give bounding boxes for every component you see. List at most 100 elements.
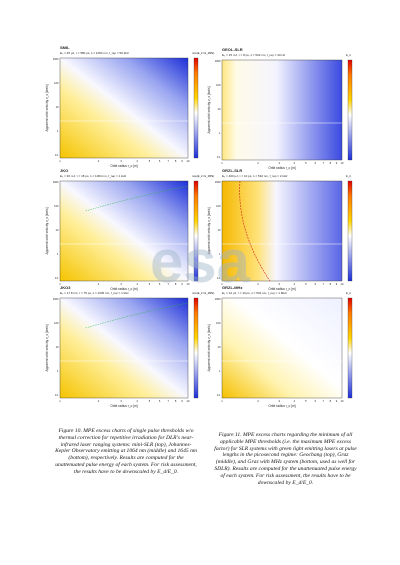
y-tick-label: 0.1	[55, 393, 59, 397]
figure-caption: Figure 11. MPE excess charts regarding t…	[214, 432, 357, 486]
heatmap	[221, 297, 343, 399]
threshold-line	[239, 180, 271, 282]
y-tick-label: 1000	[215, 180, 221, 184]
colorbar-label: max(E_d / E_MPE)	[192, 291, 214, 295]
x-axis-label: Orbit radius r_o [m]	[110, 287, 137, 291]
panel-title: GRZL-SLR	[222, 168, 242, 173]
y-axis-label: Apparent orbit velocity v_o [km/s]	[45, 207, 49, 254]
colorbar	[347, 59, 353, 161]
x-tick-label: 8	[175, 399, 177, 403]
x-tick-label: 6	[159, 159, 161, 163]
colorbar-label: max(E_d / E_MPE)	[192, 174, 214, 178]
x-tick-label: 2	[98, 399, 100, 403]
x-tick-label: 8	[175, 159, 177, 163]
x-tick-label: 5	[149, 282, 151, 286]
x-tick-label: 4	[294, 399, 296, 403]
x-tick-label: 6	[159, 399, 161, 403]
x-tick-label: 10	[341, 399, 344, 403]
y-tick-label: 1	[219, 131, 221, 135]
x-tick-label: 6	[159, 282, 161, 286]
y-tick-label: 0.1	[217, 393, 221, 397]
y-tick-label: 10	[218, 345, 221, 349]
x-tick-label: 7	[323, 399, 325, 403]
panel-title: JKO3	[60, 285, 71, 290]
y-tick-label: 100	[54, 321, 59, 325]
x-tick-label: 9	[336, 161, 338, 165]
x-tick-label: 4	[294, 282, 296, 286]
colorbar	[193, 297, 199, 399]
x-tick-label: 5	[305, 161, 307, 165]
y-tick-label: 1	[57, 129, 59, 133]
colorbar	[193, 57, 199, 159]
x-axis-label: Orbit radius r_o [m]	[268, 166, 295, 170]
panel-params: E₀ = 17.8 mJ, τ = 75 ps, λ = 1645 nm, f_…	[60, 291, 129, 295]
y-tick-label: 1	[219, 252, 221, 256]
x-tick-label: 8	[175, 282, 177, 286]
heatmap	[221, 59, 343, 161]
panel-params: E₀ = 30 mJ, τ = 18 ps, λ = 1064 nm, f_re…	[60, 174, 127, 178]
x-tick-label: 8	[330, 399, 332, 403]
x-tick-label: 3	[120, 399, 122, 403]
x-tick-label: 4	[136, 159, 138, 163]
y-tick-label: 100	[216, 321, 221, 325]
x-tick-label: 9	[336, 399, 338, 403]
colorbar	[347, 297, 353, 399]
panel-title: SMIL	[60, 45, 70, 50]
y-tick-label: 0.1	[55, 153, 59, 157]
panel-params: E₀ = 15 mJ, τ = 8 ps, λ = 532 nm, f_rep …	[222, 53, 286, 57]
y-tick-label: 1000	[53, 180, 59, 184]
x-tick-label: 4	[136, 399, 138, 403]
x-tick-label: 3	[279, 161, 281, 165]
x-tick-label: 7	[167, 399, 169, 403]
panel-title: JKO	[60, 168, 68, 173]
x-tick-label: 2	[257, 282, 259, 286]
figure-caption: Figure 10. MPE excess charts of single p…	[55, 428, 197, 475]
x-tick-label: 10	[341, 161, 344, 165]
x-tick-label: 10	[187, 282, 190, 286]
x-tick-label: 2	[98, 282, 100, 286]
colorbar-label: max(E_d / E_MPE)	[192, 51, 214, 55]
threshold-line	[85, 302, 189, 329]
x-tick-label: 9	[336, 282, 338, 286]
heatmap	[59, 57, 189, 159]
x-tick-label: 6	[315, 282, 317, 286]
x-tick-label: 7	[323, 282, 325, 286]
x-tick-label: 10	[341, 282, 344, 286]
x-tick-label: 1	[59, 159, 61, 163]
x-tick-label: 7	[323, 161, 325, 165]
heatmap	[59, 297, 189, 399]
y-axis-label: Apparent orbit velocity v_o [km/s]	[207, 207, 211, 254]
colorbar	[193, 180, 199, 282]
x-tick-label: 3	[279, 399, 281, 403]
x-tick-label: 10	[187, 159, 190, 163]
x-tick-label: 9	[181, 282, 183, 286]
x-tick-label: 6	[315, 399, 317, 403]
y-axis-label: Apparent orbit velocity v_o [km/s]	[45, 324, 49, 371]
x-tick-label: 5	[305, 282, 307, 286]
threshold-line	[85, 185, 189, 212]
x-tick-label: 3	[279, 282, 281, 286]
colorbar-label: E_d	[346, 53, 351, 57]
x-tick-label: 9	[181, 399, 183, 403]
y-tick-label: 10	[218, 228, 221, 232]
y-tick-label: 1	[219, 369, 221, 373]
x-tick-label: 1	[221, 282, 223, 286]
panel-params: E₀ = 12 µJ, τ = 10 ps, λ = 532 nm, f_rep…	[222, 291, 287, 295]
y-axis-label: Apparent orbit velocity v_o [km/s]	[207, 86, 211, 133]
x-axis-label: Orbit radius r_o [m]	[110, 404, 137, 408]
panel-params: E₀ = 400 µJ, τ = 10 ps, λ = 532 nm, f_re…	[222, 174, 288, 178]
y-tick-label: 100	[216, 204, 221, 208]
y-tick-label: 10	[56, 345, 59, 349]
y-tick-label: 100	[54, 204, 59, 208]
y-tick-label: 100	[54, 81, 59, 85]
y-tick-label: 100	[216, 83, 221, 87]
x-tick-label: 2	[257, 399, 259, 403]
x-tick-label: 1	[59, 399, 61, 403]
x-tick-label: 10	[187, 399, 190, 403]
y-tick-label: 10	[56, 105, 59, 109]
x-tick-label: 1	[59, 282, 61, 286]
x-tick-label: 4	[294, 161, 296, 165]
x-tick-label: 5	[149, 159, 151, 163]
x-tick-label: 7	[167, 282, 169, 286]
